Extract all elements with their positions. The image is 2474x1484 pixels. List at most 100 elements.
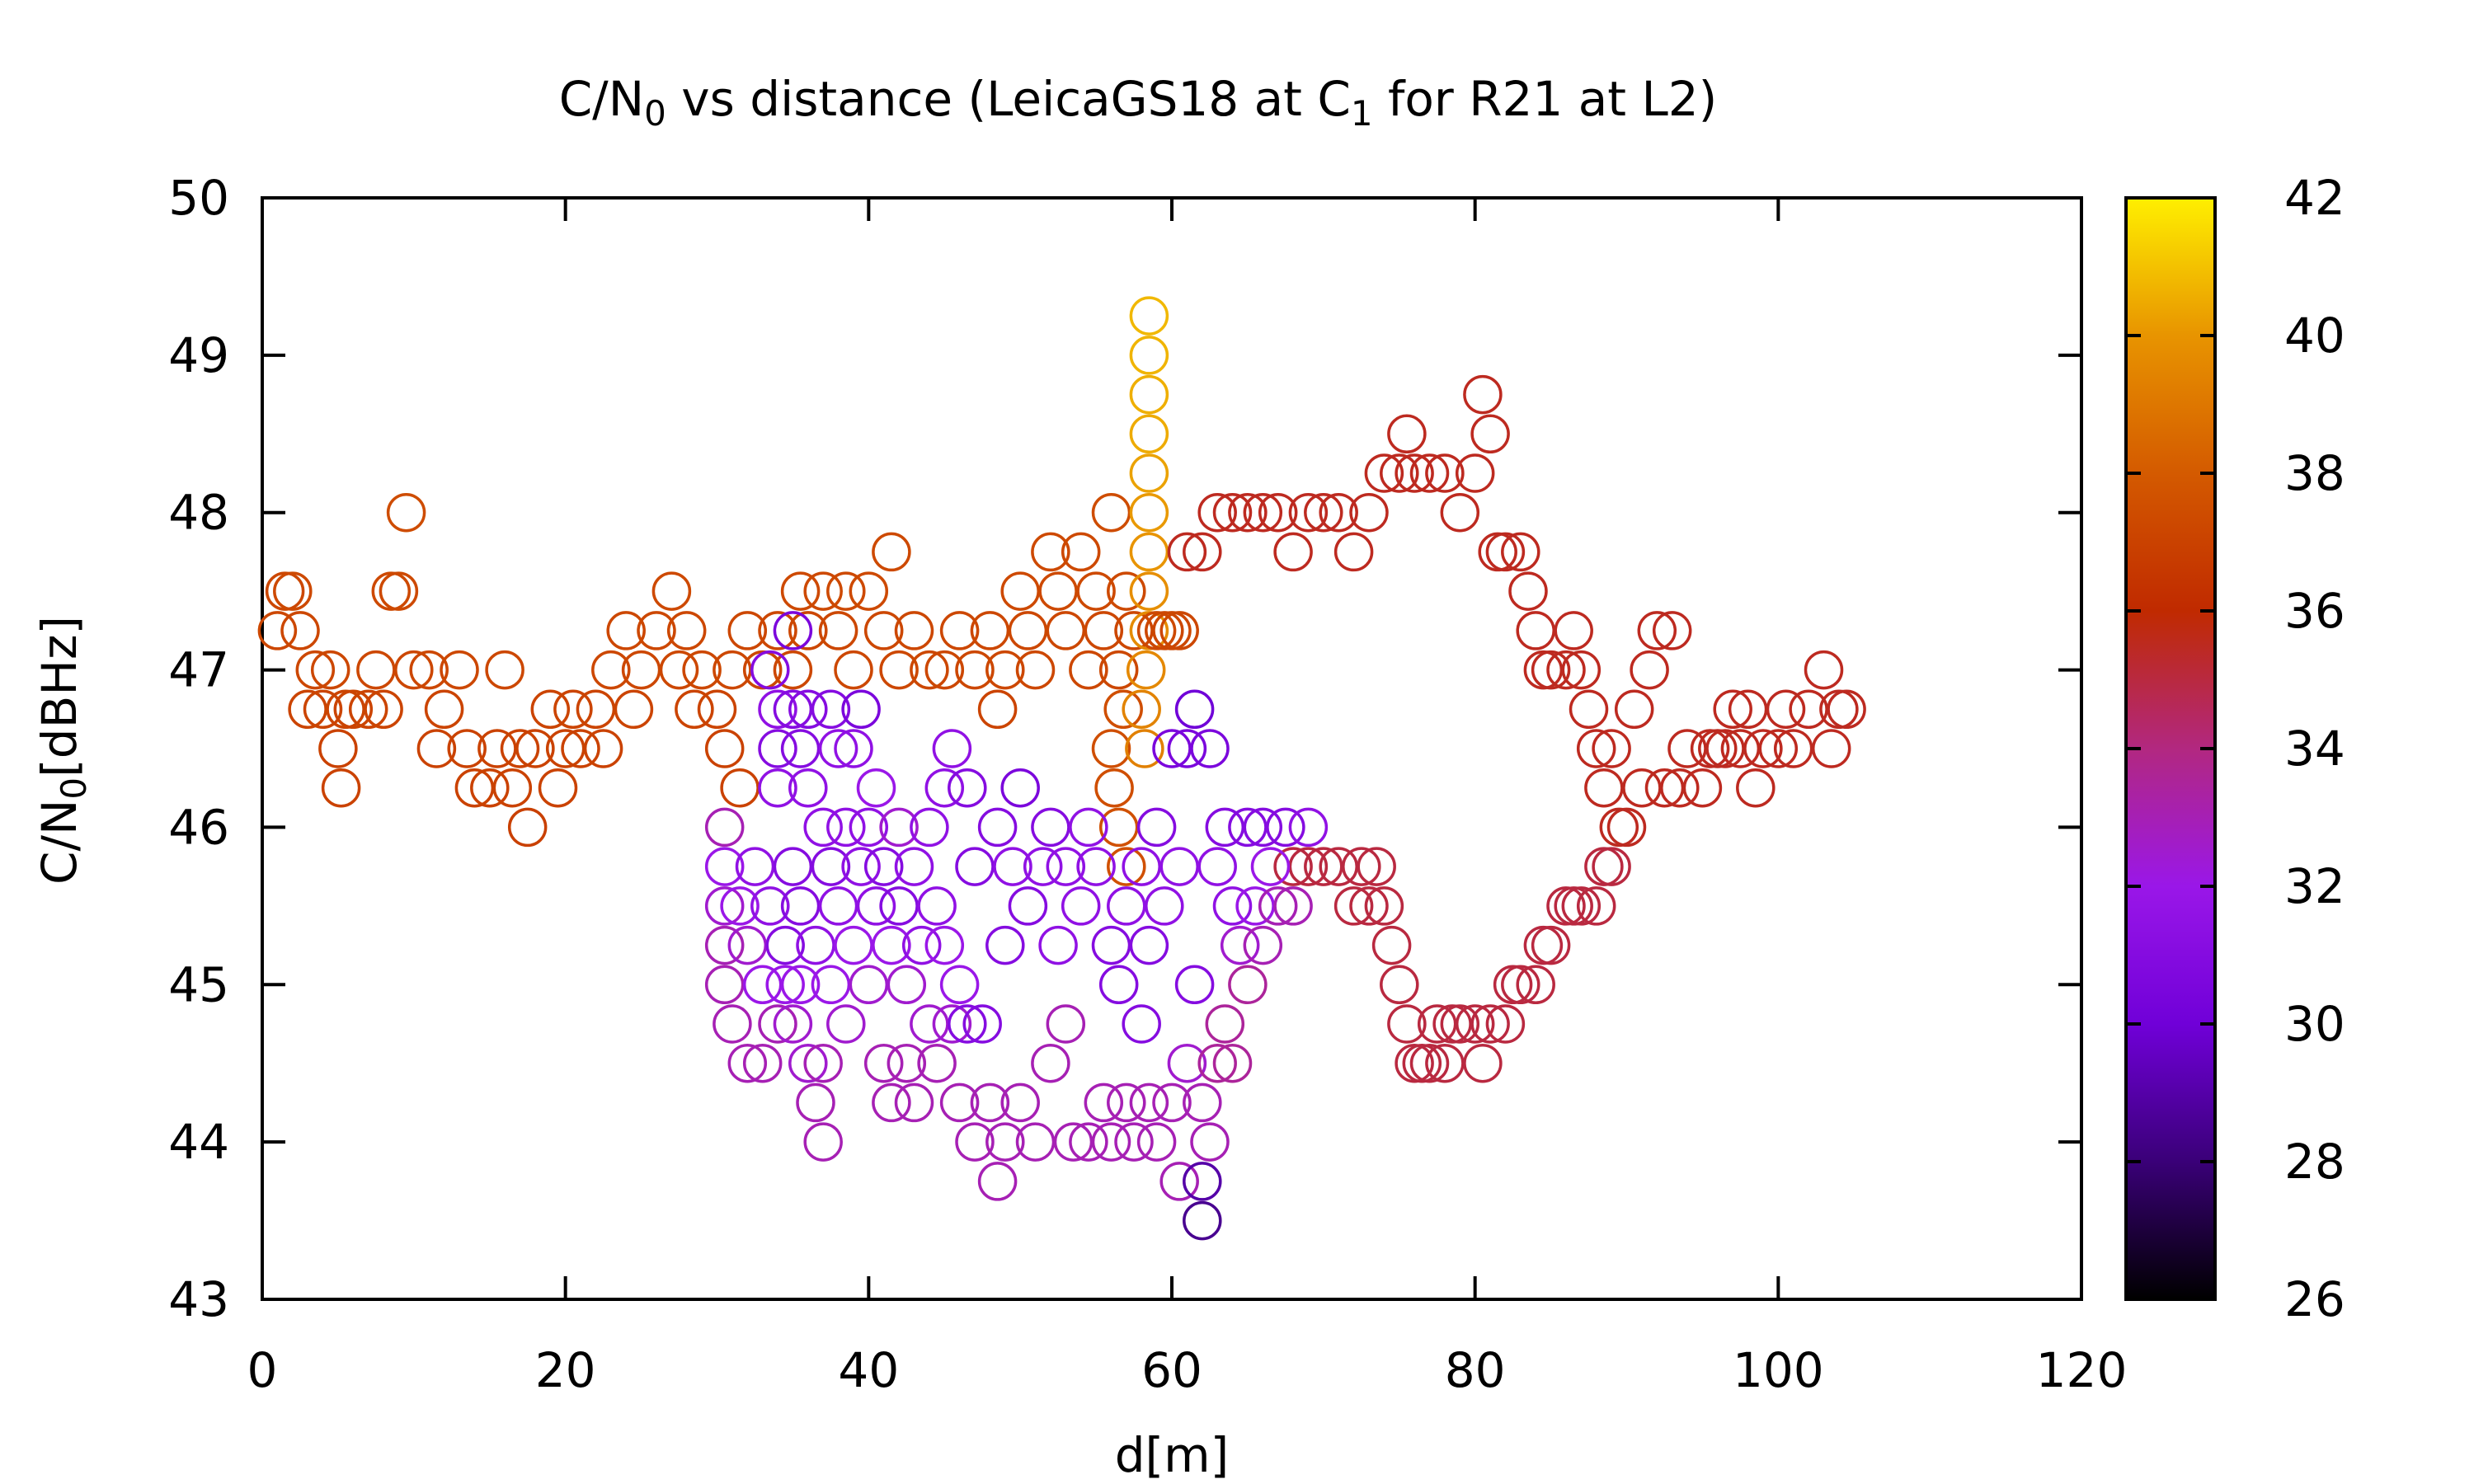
data-point [758,729,797,768]
data-point [924,650,965,690]
data-point [970,611,1010,650]
data-point [834,925,873,965]
colorbar-tick-label: 42 [2284,170,2345,226]
data-point [773,847,813,886]
data-point [1652,611,1692,650]
data-point [788,689,828,730]
y-tick-label: 44 [168,1114,229,1170]
data-point [803,571,843,611]
data-point [1357,847,1396,886]
data-point [1250,847,1291,886]
data-point [538,768,578,808]
data-point [1167,729,1207,768]
data-point [1819,689,1859,730]
data-point [742,1043,783,1083]
data-point [637,611,676,650]
data-point [1440,1004,1480,1044]
data-point [1516,965,1555,1005]
data-point [1273,847,1313,886]
data-point [1554,611,1593,650]
data-point [1136,807,1177,848]
data-point [765,965,805,1005]
data-point [1501,532,1540,572]
data-point [1015,650,1056,690]
data-point [1432,1004,1472,1044]
data-point [1667,729,1707,768]
data-point [856,768,896,808]
y-tick-label: 48 [168,485,229,541]
data-point [1031,1043,1070,1083]
data-point [1129,374,1169,415]
data-point [704,729,745,768]
data-point [1159,611,1199,650]
data-point [1098,965,1139,1005]
x-axis-label: d[m] [1115,1427,1230,1483]
data-point [1371,925,1412,965]
data-point [1827,689,1866,730]
data-point [1000,571,1040,611]
data-point [1031,807,1070,848]
data-point [470,768,510,808]
data-point [1015,1122,1056,1162]
data-point [1333,532,1374,572]
data-point [948,768,987,808]
colorbar-tick-label: 40 [2284,308,2345,364]
data-point [1107,571,1146,611]
data-point [1243,492,1283,533]
data-point [1183,1162,1222,1201]
data-point [939,1082,980,1123]
data-point [1720,729,1761,768]
data-point [1470,414,1510,454]
data-point [1380,965,1419,1005]
data-point [803,807,843,848]
data-point [1129,925,1169,965]
data-point [1046,1004,1086,1044]
x-tick-label: 20 [535,1342,596,1398]
data-point [1614,689,1654,730]
data-point [576,689,616,730]
data-point [1485,1004,1526,1044]
data-point [1145,886,1184,926]
data-point [1463,374,1503,415]
data-point [849,807,889,848]
data-point [1183,532,1222,572]
data-point [780,965,821,1005]
colorbar-tick-label: 34 [2284,721,2345,777]
data-point [1349,492,1389,533]
data-point [1599,807,1639,848]
data-point [856,886,896,926]
data-point [1000,768,1040,808]
data-point [765,925,805,965]
data-point [1395,453,1434,493]
data-point [1243,807,1283,848]
data-point [416,729,457,768]
data-point [939,611,980,650]
data-point [1288,847,1329,886]
data-point [1129,453,1169,493]
data-point [1606,807,1647,848]
data-point [1531,925,1571,965]
x-tick-label: 120 [2036,1342,2128,1398]
data-point [379,571,419,611]
data-point [1122,847,1161,886]
data-point [1273,886,1313,926]
data-point [1076,847,1116,886]
data-point [1804,650,1844,690]
data-point [386,492,426,533]
data-point [1417,1004,1457,1044]
data-point [962,1004,1002,1044]
data-point [1069,1122,1108,1162]
data-point [1183,1082,1222,1123]
data-point [348,689,388,730]
y-tick-label: 43 [168,1271,229,1327]
data-point [326,689,365,730]
data-point [507,807,548,848]
data-point [879,886,919,926]
data-point [818,886,858,926]
data-point [1592,847,1631,886]
data-point [834,729,873,768]
data-point [675,689,714,730]
data-point [1349,886,1389,926]
data-point [1728,689,1768,730]
